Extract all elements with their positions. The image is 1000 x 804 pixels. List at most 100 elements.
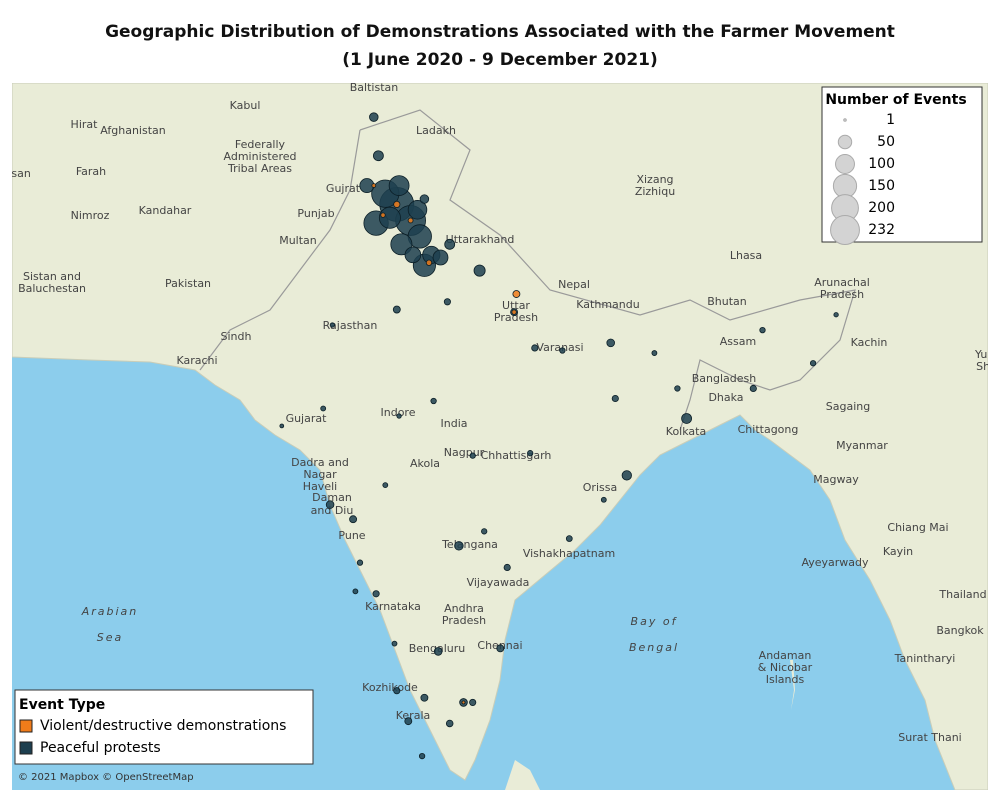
place-label: Bengal bbox=[629, 641, 679, 654]
place-label: Kandahar bbox=[139, 204, 192, 217]
place-label: Administered bbox=[224, 150, 297, 163]
sri-lanka bbox=[505, 760, 540, 790]
type-legend: Event Type Violent/destructive demonstra… bbox=[14, 689, 314, 765]
event-dot bbox=[418, 752, 426, 760]
place-label: Tanintharyi bbox=[894, 652, 956, 665]
event-dot bbox=[469, 698, 477, 706]
place-label: Afghanistan bbox=[100, 124, 166, 137]
place-label: Kolkata bbox=[666, 425, 706, 438]
land bbox=[12, 83, 988, 790]
place-label: Thailand bbox=[938, 588, 986, 601]
place-label: Sagaing bbox=[826, 400, 870, 413]
event-dot bbox=[369, 112, 379, 122]
legend-swatch bbox=[19, 741, 33, 755]
event-dot bbox=[611, 394, 619, 403]
place-label: Zizhiqu bbox=[635, 185, 675, 198]
event-dot bbox=[681, 413, 692, 424]
event-dot bbox=[512, 290, 521, 298]
title: Geographic Distribution of Demonstration… bbox=[105, 22, 895, 42]
place-label: Andaman bbox=[759, 649, 812, 662]
place-label: Pradesh bbox=[820, 288, 864, 301]
event-dot bbox=[833, 312, 839, 318]
place-label: Chiang Mai bbox=[887, 521, 948, 534]
andaman-islands bbox=[790, 660, 795, 710]
size-legend-circle bbox=[837, 134, 853, 150]
place-label: Arunachal bbox=[814, 276, 870, 289]
event-dot bbox=[396, 413, 402, 419]
place-label: Federally bbox=[235, 138, 286, 151]
place-label: Indore bbox=[381, 406, 416, 419]
event-dot bbox=[606, 338, 615, 348]
place-label: Lhasa bbox=[730, 249, 762, 262]
event-dot bbox=[473, 264, 486, 277]
event-dot bbox=[481, 528, 488, 535]
place-label: Ayeyarwady bbox=[801, 556, 869, 569]
place-label: Karachi bbox=[176, 354, 217, 367]
place-label: Akola bbox=[410, 457, 440, 470]
place-label: Pradesh bbox=[442, 614, 486, 627]
event-dot bbox=[469, 452, 476, 459]
event-dot bbox=[407, 217, 414, 224]
event-dot bbox=[352, 588, 359, 595]
event-dot bbox=[371, 183, 377, 188]
place-label: Telangana bbox=[441, 538, 498, 551]
place-label: Tribal Areas bbox=[227, 162, 292, 175]
place-label: Multan bbox=[279, 234, 317, 247]
place-label: Pradesh bbox=[494, 311, 538, 324]
event-dot bbox=[320, 405, 327, 412]
place-label: Kerala bbox=[396, 709, 431, 722]
place-label: Baltistan bbox=[350, 81, 398, 94]
place-label: Haveli bbox=[303, 480, 337, 493]
event-dot bbox=[349, 515, 358, 524]
place-label: Daman bbox=[312, 491, 352, 504]
place-label: Shan bbox=[976, 360, 1000, 373]
event-dot bbox=[325, 500, 335, 509]
event-dot bbox=[279, 423, 285, 429]
place-label: Myanmar bbox=[836, 439, 888, 452]
legend-label: Peaceful protests bbox=[40, 740, 161, 756]
event-dot bbox=[600, 496, 607, 503]
subtitle: (1 June 2020 - 9 December 2021) bbox=[342, 50, 658, 70]
event-dot bbox=[511, 309, 517, 315]
place-label: Bhutan bbox=[707, 295, 747, 308]
place-label: Arabian bbox=[81, 605, 139, 618]
event-dot bbox=[433, 647, 443, 656]
event-dot bbox=[372, 590, 380, 598]
place-label: Surat Thani bbox=[898, 731, 962, 744]
event-dot bbox=[393, 200, 401, 208]
place-label: Punjab bbox=[297, 207, 334, 220]
event-dot bbox=[809, 360, 817, 367]
legend-label: Violent/destructive demonstrations bbox=[40, 718, 286, 734]
place-label: Gujrat bbox=[326, 182, 361, 195]
event-dot bbox=[496, 644, 505, 653]
place-label: & Nicobar bbox=[758, 661, 813, 674]
india-border bbox=[199, 109, 856, 431]
event-dot bbox=[388, 175, 410, 196]
place-label: Pune bbox=[338, 529, 365, 542]
size-legend-label: 232 bbox=[868, 222, 895, 238]
place-label: Kozhikode bbox=[362, 681, 418, 694]
event-dot bbox=[382, 482, 389, 489]
event-dot bbox=[443, 298, 451, 306]
size-legend-circle bbox=[843, 118, 847, 122]
place-label: Bangkok bbox=[936, 624, 984, 637]
place-label: Islands bbox=[766, 673, 805, 686]
event-dot bbox=[445, 719, 454, 728]
event-dot bbox=[356, 559, 364, 566]
place-label: Kabul bbox=[230, 99, 261, 112]
event-dot bbox=[621, 470, 632, 481]
attribution: © 2021 Mapbox © OpenStreetMap bbox=[18, 772, 194, 783]
place-label: Nimroz bbox=[71, 209, 110, 222]
place-label: Nepal bbox=[558, 278, 590, 291]
place-label: Assam bbox=[720, 335, 756, 348]
event-dot bbox=[759, 326, 766, 334]
event-dot bbox=[407, 200, 428, 220]
place-label: Xizang bbox=[636, 173, 673, 186]
place-label: Uttarakhand bbox=[446, 233, 515, 246]
event-dot bbox=[378, 206, 401, 229]
size-legend-label: 1 bbox=[886, 112, 895, 128]
place-label: Bay of bbox=[631, 615, 678, 628]
event-dot bbox=[404, 717, 413, 726]
place-label: India bbox=[441, 417, 468, 430]
